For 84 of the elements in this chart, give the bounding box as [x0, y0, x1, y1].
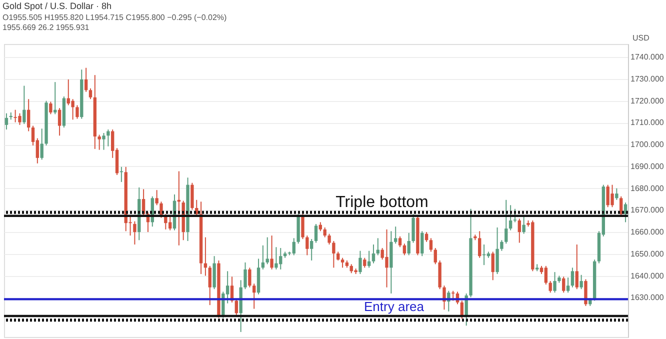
candlestick — [429, 238, 433, 252]
candlestick — [575, 244, 578, 290]
candlestick — [54, 82, 57, 115]
chart-subtitle: O1955.505 H1955.820 L1954.715 C1955.800 −0.295 (−0.02%) — [2, 13, 228, 22]
candlestick — [155, 190, 158, 206]
candlestick — [508, 204, 512, 231]
candlestick — [363, 257, 366, 268]
candlestick — [323, 226, 326, 238]
candlestick — [340, 257, 344, 268]
candlestick — [58, 108, 62, 136]
candlestick — [244, 262, 247, 290]
candlestick — [306, 235, 309, 256]
candlestick — [88, 88, 92, 100]
candlestick — [358, 250, 362, 275]
candlestick — [248, 267, 252, 288]
candlestick — [26, 98, 30, 132]
candlestick — [310, 238, 314, 261]
candlestick — [372, 244, 376, 264]
candlestick — [328, 233, 331, 246]
candlestick — [562, 276, 566, 294]
candlestick — [407, 232, 410, 256]
candlestick — [301, 214, 304, 240]
y-tick-label: 1650.000 — [630, 249, 664, 258]
candlestick — [84, 67, 88, 92]
candlestick — [478, 230, 482, 258]
candlestick — [566, 277, 570, 294]
candlestick — [548, 280, 552, 294]
candlestick — [208, 265, 212, 306]
y-tick-label: 1660.000 — [630, 228, 664, 237]
candlestick — [332, 240, 336, 268]
y-axis-title: USD — [632, 34, 650, 42]
candlestick — [513, 208, 517, 223]
text: 1955.669 26.2 1955.931 — [2, 23, 90, 32]
candlestick — [133, 220, 136, 246]
y-tick-label: 1740.000 — [630, 52, 664, 62]
candlestick — [402, 243, 406, 256]
candlestick — [522, 214, 526, 234]
candlestick — [518, 218, 521, 244]
y-tick-label: 1710.000 — [630, 118, 664, 128]
candlestick — [4, 112, 8, 130]
y-tick-label: 1700.000 — [630, 140, 664, 150]
candlestick — [491, 251, 494, 281]
candlestick — [49, 101, 52, 115]
candlestick — [292, 238, 296, 256]
candlestick — [420, 230, 424, 257]
candlestick — [98, 134, 101, 150]
y-tick-label: 1690.000 — [630, 162, 664, 171]
y-tick-label: 1720.000 — [630, 96, 664, 106]
candlestick — [412, 214, 415, 244]
ref-line-label: Triple bottom — [336, 194, 428, 211]
candlestick — [190, 182, 194, 210]
candlestick — [500, 240, 504, 252]
y-tick-label: 1640.000 — [630, 271, 664, 280]
candlestick — [496, 226, 499, 275]
candlestick — [544, 265, 548, 286]
candlestick — [40, 128, 44, 160]
candlestick — [252, 283, 256, 310]
candlestick — [270, 235, 274, 270]
chart-title: Gold Spot / U.S. Dollar · 8h — [2, 1, 112, 11]
candlestick — [274, 246, 278, 270]
candlestick — [106, 128, 110, 147]
candlestick — [76, 104, 79, 120]
candlestick — [615, 188, 618, 200]
candlestick — [434, 248, 437, 265]
y-tick-label: 1630.000 — [630, 293, 664, 302]
y-tick-label: 1680.000 — [630, 184, 664, 193]
candlestick — [71, 98, 74, 120]
y-tick-label: 1670.000 — [630, 206, 664, 215]
candlestick — [394, 226, 398, 244]
candlestick — [164, 214, 168, 230]
candlestick — [168, 215, 172, 231]
candlestick — [570, 267, 574, 288]
candlestick — [398, 236, 402, 248]
candlestick — [367, 250, 371, 268]
candlestick — [504, 199, 508, 244]
candlestick — [102, 132, 106, 150]
candlestick — [580, 274, 583, 290]
candlestick — [553, 272, 556, 294]
ref-line-label: Entry area — [364, 299, 425, 314]
candlestick — [266, 236, 269, 265]
candlestick — [314, 223, 318, 244]
y-tick-label: 1730.000 — [630, 74, 664, 84]
candlestick — [261, 244, 265, 270]
candlestick — [22, 85, 26, 125]
